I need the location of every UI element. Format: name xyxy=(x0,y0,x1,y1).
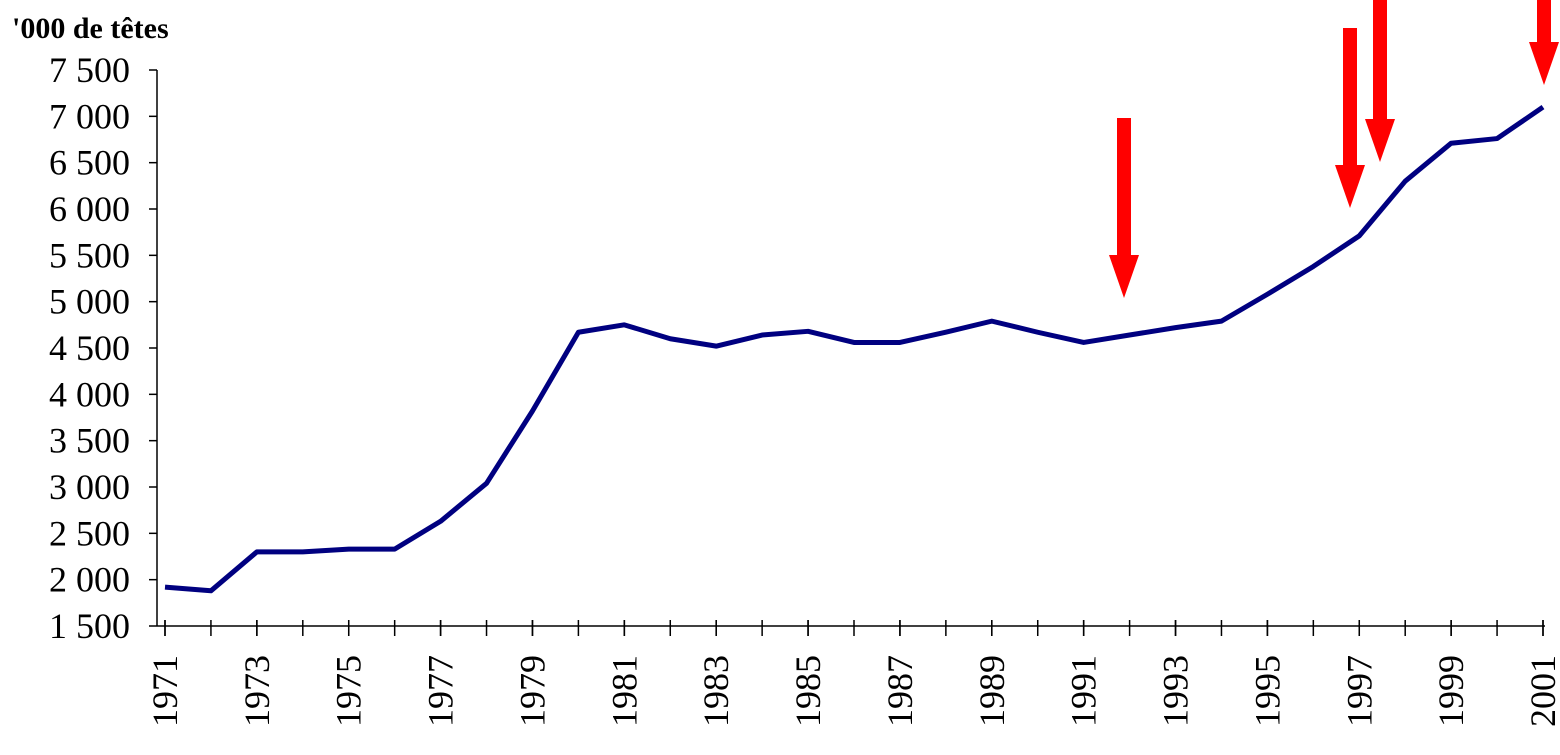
x-tick-label: 1981 xyxy=(604,655,644,727)
x-tick-label: 1987 xyxy=(880,655,920,727)
y-tick-label: 4 500 xyxy=(49,328,130,368)
arrow-head xyxy=(1335,165,1365,208)
arrows xyxy=(1109,0,1559,298)
y-tick-label: 4 000 xyxy=(49,374,130,414)
arrow xyxy=(1373,0,1387,122)
arrow-head xyxy=(1365,119,1395,162)
arrow-head xyxy=(1529,42,1559,85)
y-tick-label: 5 000 xyxy=(49,282,130,322)
x-tick-label: 1979 xyxy=(512,655,552,727)
x-tick-label: 1993 xyxy=(1156,655,1196,727)
arrow xyxy=(1537,0,1551,45)
y-tick-label: 2 000 xyxy=(49,560,130,600)
x-tick-label: 1991 xyxy=(1064,655,1104,727)
x-tick-label: 1995 xyxy=(1247,655,1287,727)
x-tick-label: 1985 xyxy=(788,655,828,727)
x-tick-label: 1975 xyxy=(329,655,369,727)
y-tick-label: 5 500 xyxy=(49,235,130,275)
y-tick-label: 3 000 xyxy=(49,467,130,507)
x-tick-label: 1983 xyxy=(696,655,736,727)
x-tick-label: 2001 xyxy=(1523,655,1560,727)
arrow-head xyxy=(1109,255,1139,298)
chart-title: '000 de têtes xyxy=(12,12,169,45)
arrow xyxy=(1117,118,1131,258)
y-tick-label: 1 500 xyxy=(49,606,130,646)
x-tick-label: 1973 xyxy=(237,655,277,727)
x-tick-label: 1997 xyxy=(1339,655,1379,727)
y-tick-label: 6 500 xyxy=(49,143,130,183)
data-line xyxy=(164,105,1545,594)
arrow xyxy=(1343,28,1357,168)
x-tick-label: 1989 xyxy=(972,655,1012,727)
x-tick-label: 1971 xyxy=(145,655,185,727)
x-tick-label: 1977 xyxy=(421,655,461,727)
y-tick-label: 7 500 xyxy=(49,50,130,90)
y-tick-label: 7 000 xyxy=(49,96,130,136)
y-tick-label: 6 000 xyxy=(49,189,130,229)
y-tick-label: 2 500 xyxy=(49,513,130,553)
y-tick-label: 3 500 xyxy=(49,421,130,461)
x-tick-label: 1999 xyxy=(1431,655,1471,727)
